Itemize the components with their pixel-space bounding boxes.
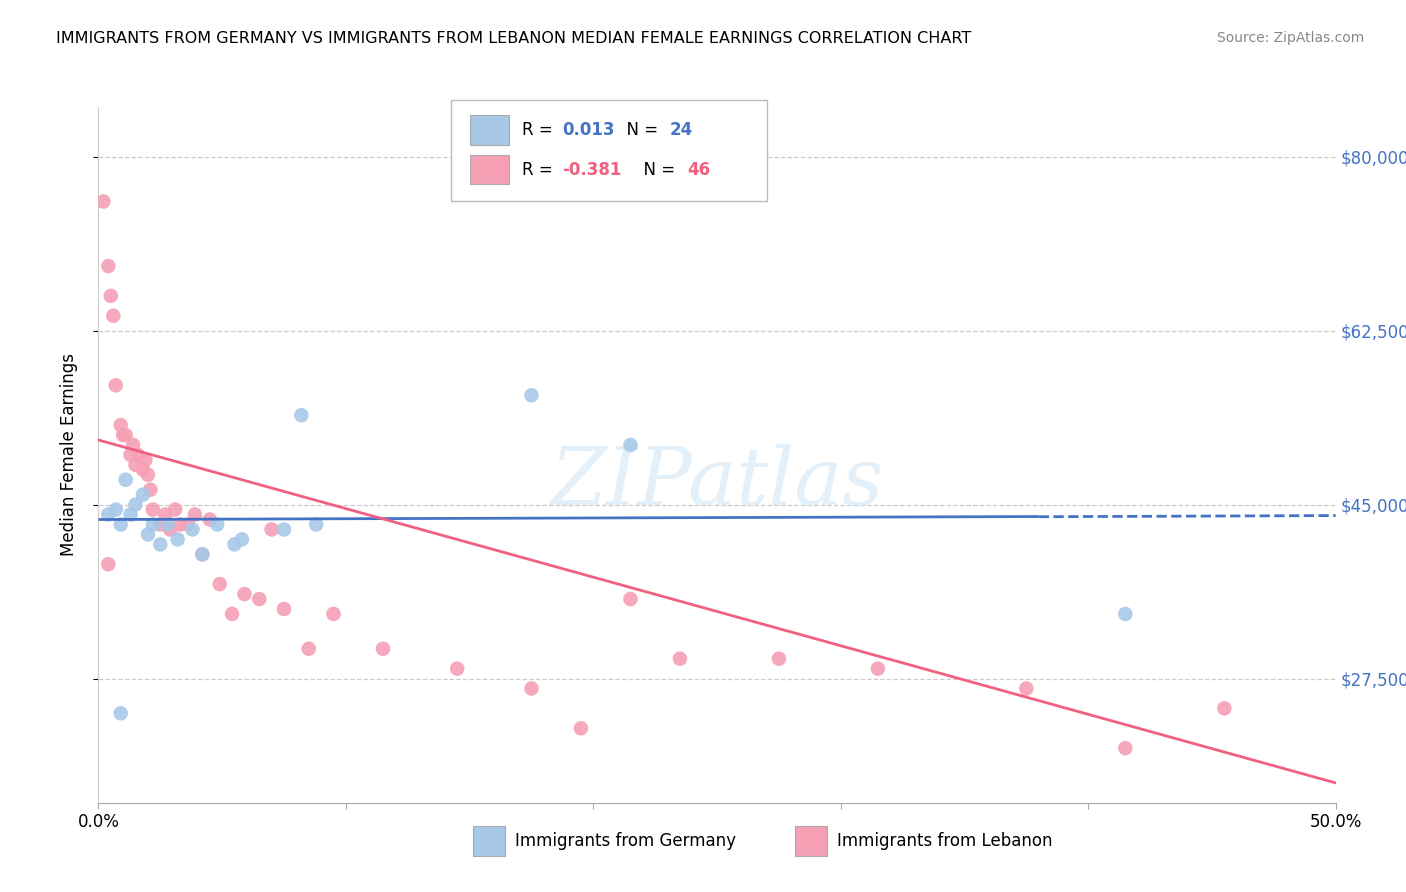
Point [224, 537, 246, 551]
Point [181, 523, 204, 537]
Point [97, 558, 120, 572]
Text: N =: N = [633, 161, 681, 178]
FancyBboxPatch shape [470, 115, 509, 145]
Y-axis label: Median Female Earnings: Median Female Earnings [59, 353, 77, 557]
Point [136, 527, 159, 541]
Point [132, 463, 155, 477]
Point [132, 488, 155, 502]
Point [114, 473, 136, 487]
Point [127, 448, 149, 462]
FancyBboxPatch shape [794, 827, 827, 855]
Text: Immigrants from Germany: Immigrants from Germany [516, 832, 737, 850]
Point [184, 508, 207, 522]
Point [305, 517, 328, 532]
Point [149, 517, 172, 532]
Point [1114, 741, 1136, 756]
Point [139, 483, 162, 497]
Point [104, 378, 127, 392]
Text: 0.013: 0.013 [562, 121, 614, 139]
Text: R =: R = [522, 121, 558, 139]
Point [149, 537, 172, 551]
Point [120, 508, 142, 522]
Point [104, 502, 127, 516]
Text: ZIPatlas: ZIPatlas [550, 444, 884, 522]
Point [520, 388, 543, 402]
Point [166, 533, 188, 547]
Point [205, 517, 228, 532]
Text: 24: 24 [671, 121, 693, 139]
Point [768, 651, 790, 665]
Point [110, 418, 132, 433]
Point [122, 438, 145, 452]
Point [298, 641, 321, 656]
Point [156, 517, 179, 532]
Text: N =: N = [616, 121, 664, 139]
Point [1213, 701, 1236, 715]
Point [208, 577, 231, 591]
Point [142, 502, 165, 516]
Point [619, 592, 641, 607]
Point [260, 523, 283, 537]
Point [520, 681, 543, 696]
Point [1114, 607, 1136, 621]
Point [273, 602, 295, 616]
Point [198, 512, 221, 526]
Text: Source: ZipAtlas.com: Source: ZipAtlas.com [1216, 31, 1364, 45]
FancyBboxPatch shape [474, 827, 506, 855]
FancyBboxPatch shape [451, 100, 766, 201]
Text: -0.381: -0.381 [562, 161, 621, 178]
Point [97, 508, 120, 522]
Point [93, 194, 115, 209]
Point [100, 289, 122, 303]
Point [134, 453, 156, 467]
Point [124, 458, 146, 472]
Point [169, 517, 191, 532]
Point [231, 533, 253, 547]
Point [110, 706, 132, 721]
Point [103, 309, 125, 323]
Point [221, 607, 243, 621]
Point [191, 547, 214, 561]
Point [866, 662, 889, 676]
Point [619, 438, 641, 452]
Point [136, 467, 159, 482]
Point [233, 587, 256, 601]
Point [669, 651, 692, 665]
Point [371, 641, 394, 656]
Point [446, 662, 468, 676]
Point [159, 523, 181, 537]
Point [97, 259, 120, 273]
Point [112, 428, 135, 442]
Point [191, 547, 214, 561]
Point [165, 502, 187, 516]
Text: Immigrants from Lebanon: Immigrants from Lebanon [837, 832, 1053, 850]
Point [290, 408, 312, 422]
Point [120, 448, 142, 462]
Point [247, 592, 270, 607]
Point [110, 517, 132, 532]
Text: R =: R = [522, 161, 558, 178]
Point [124, 498, 146, 512]
Text: 46: 46 [688, 161, 710, 178]
Point [142, 517, 165, 532]
Point [176, 517, 198, 532]
Point [273, 523, 295, 537]
Point [569, 721, 592, 735]
FancyBboxPatch shape [470, 155, 509, 185]
Point [1015, 681, 1038, 696]
Point [155, 508, 177, 522]
Point [114, 428, 136, 442]
Point [322, 607, 344, 621]
Text: IMMIGRANTS FROM GERMANY VS IMMIGRANTS FROM LEBANON MEDIAN FEMALE EARNINGS CORREL: IMMIGRANTS FROM GERMANY VS IMMIGRANTS FR… [56, 31, 972, 46]
